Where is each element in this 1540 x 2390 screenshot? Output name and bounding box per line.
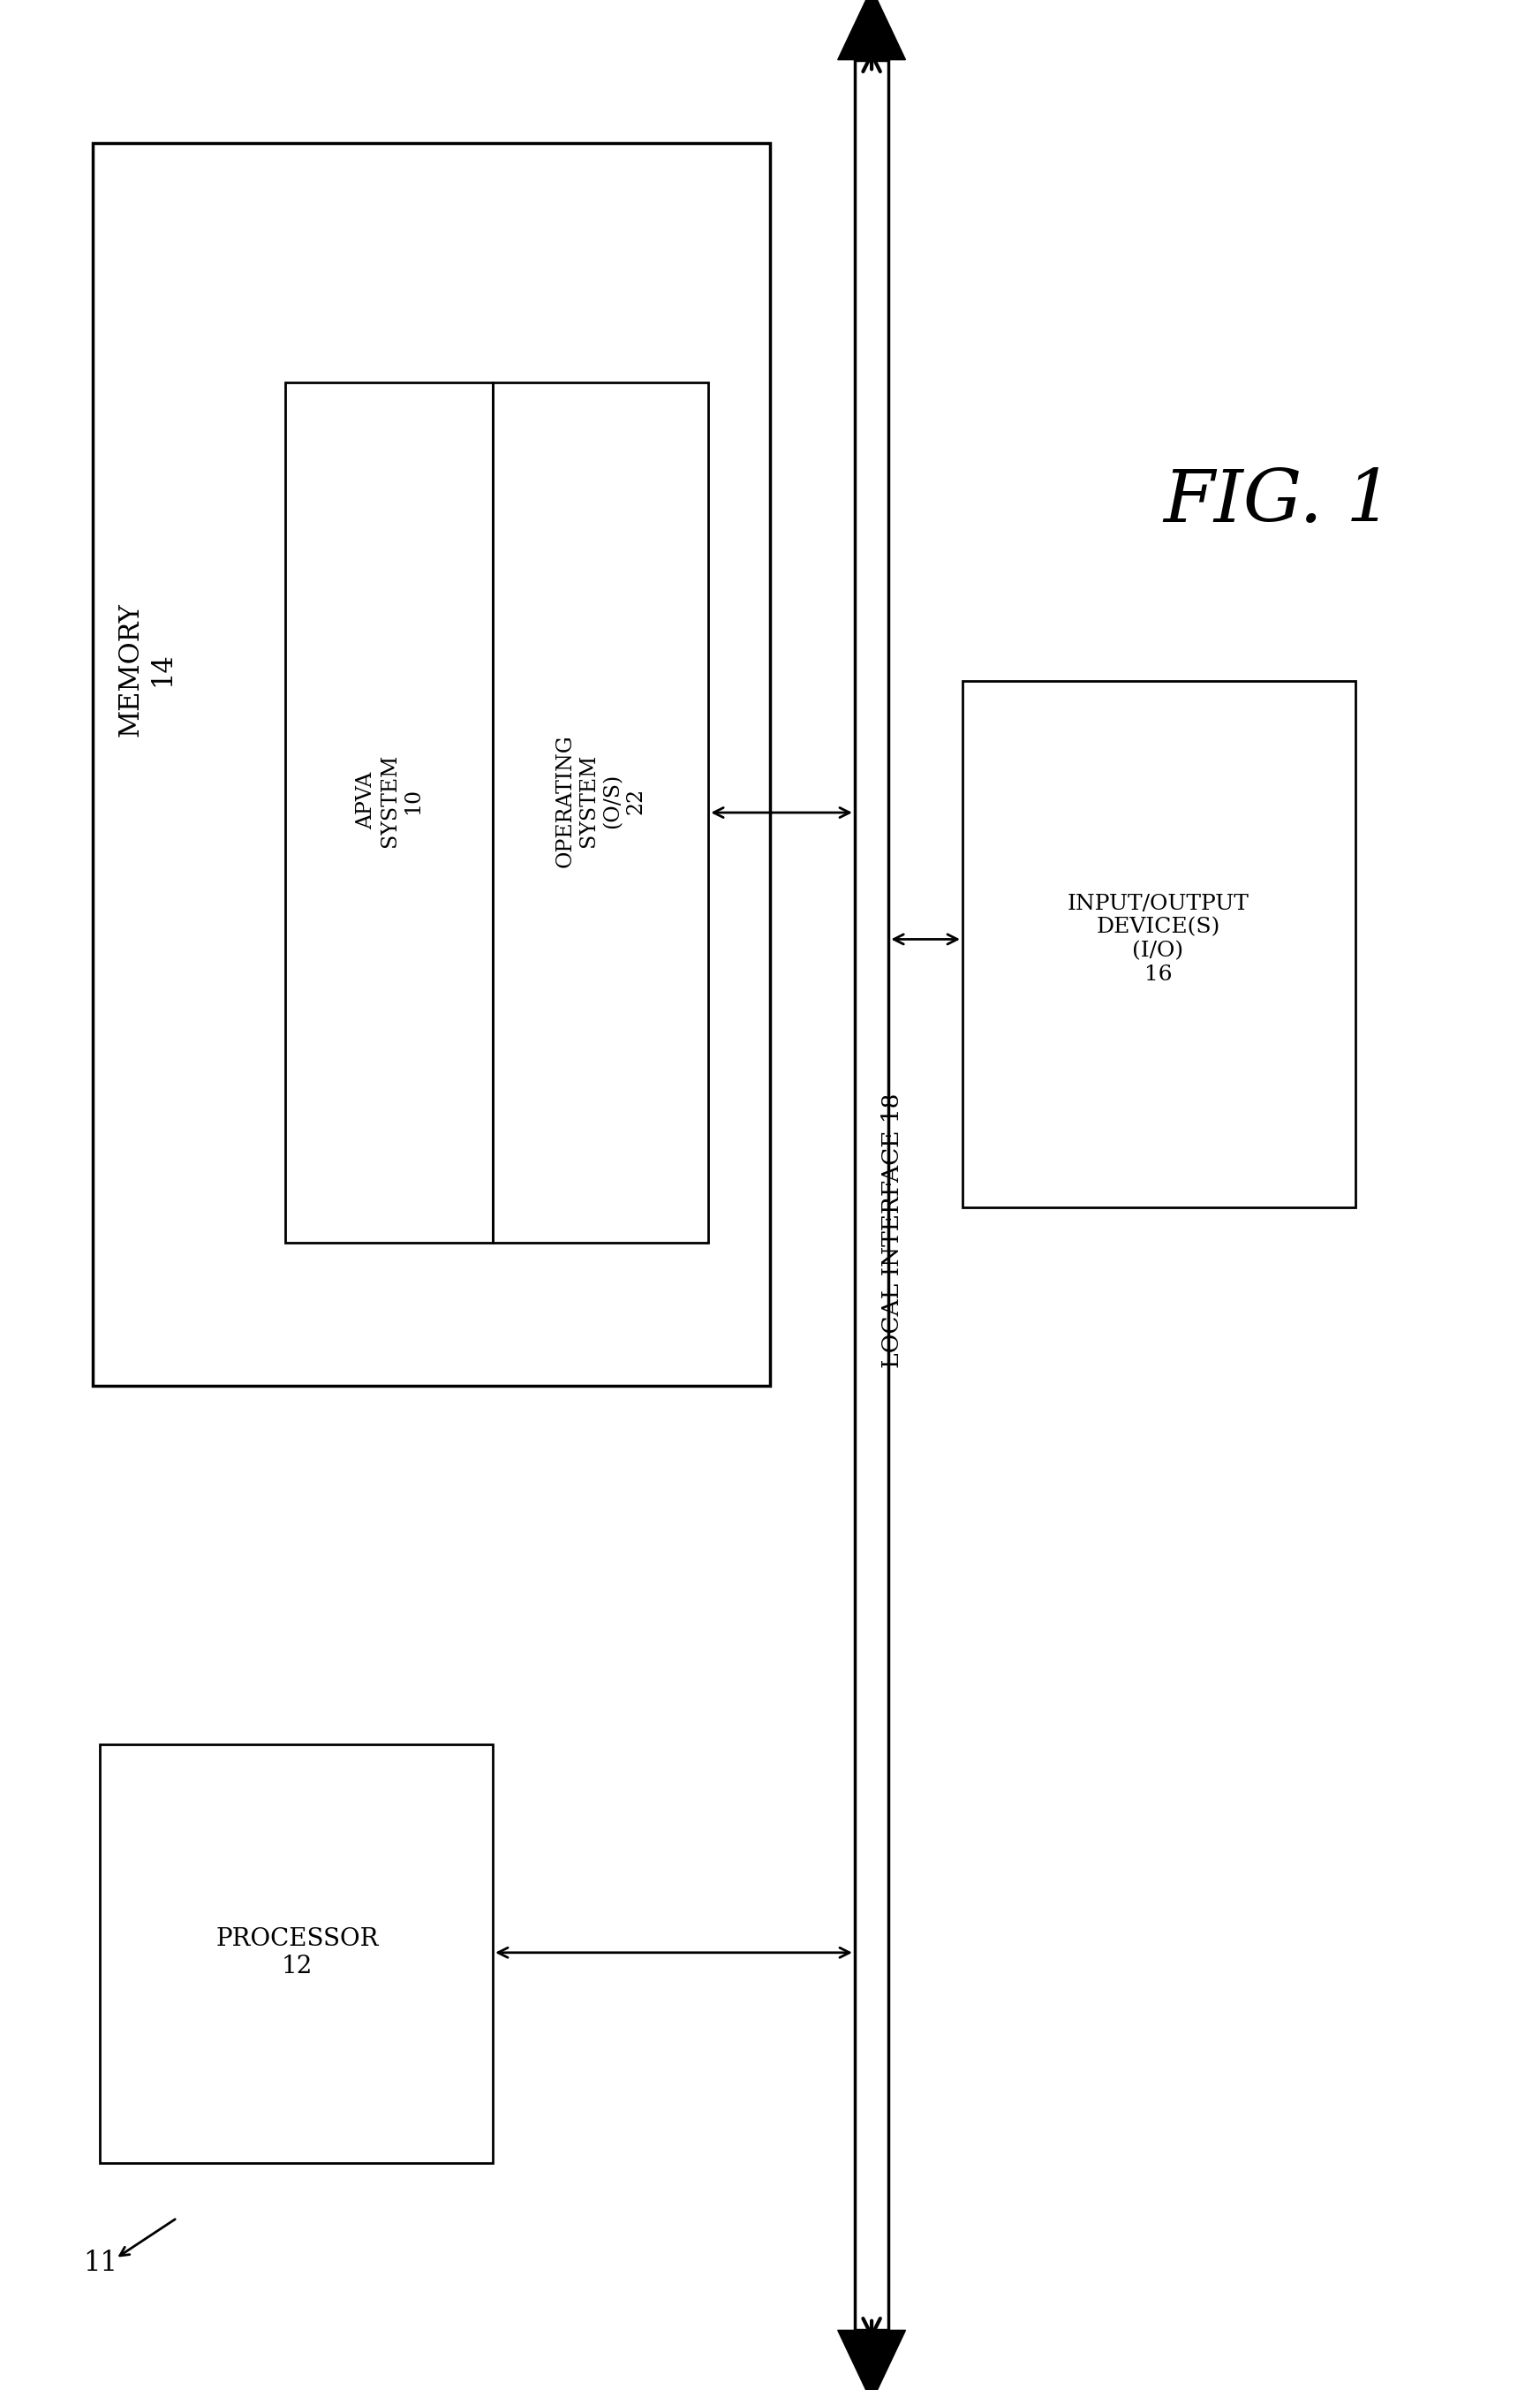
- Polygon shape: [838, 2330, 906, 2390]
- Bar: [962, 681, 1355, 1207]
- Text: OPERATING
SYSTEM
(O/S)
22: OPERATING SYSTEM (O/S) 22: [556, 734, 645, 868]
- Bar: [92, 143, 770, 1386]
- Text: FIG. 1: FIG. 1: [1163, 466, 1394, 538]
- Polygon shape: [838, 0, 906, 60]
- Bar: [285, 382, 493, 1243]
- Text: LOCAL INTERFACE 18: LOCAL INTERFACE 18: [881, 1092, 902, 1369]
- Bar: [100, 1745, 493, 2163]
- Bar: [855, 60, 889, 2330]
- Text: INPUT/OUTPUT
DEVICE(S)
(I/O)
16: INPUT/OUTPUT DEVICE(S) (I/O) 16: [1067, 894, 1249, 985]
- Text: 11: 11: [83, 2249, 117, 2278]
- Text: PROCESSOR
12: PROCESSOR 12: [216, 1926, 379, 1979]
- Text: MEMORY
14: MEMORY 14: [117, 602, 176, 736]
- Text: APVA
SYSTEM
10: APVA SYSTEM 10: [356, 755, 424, 846]
- Bar: [493, 382, 708, 1243]
